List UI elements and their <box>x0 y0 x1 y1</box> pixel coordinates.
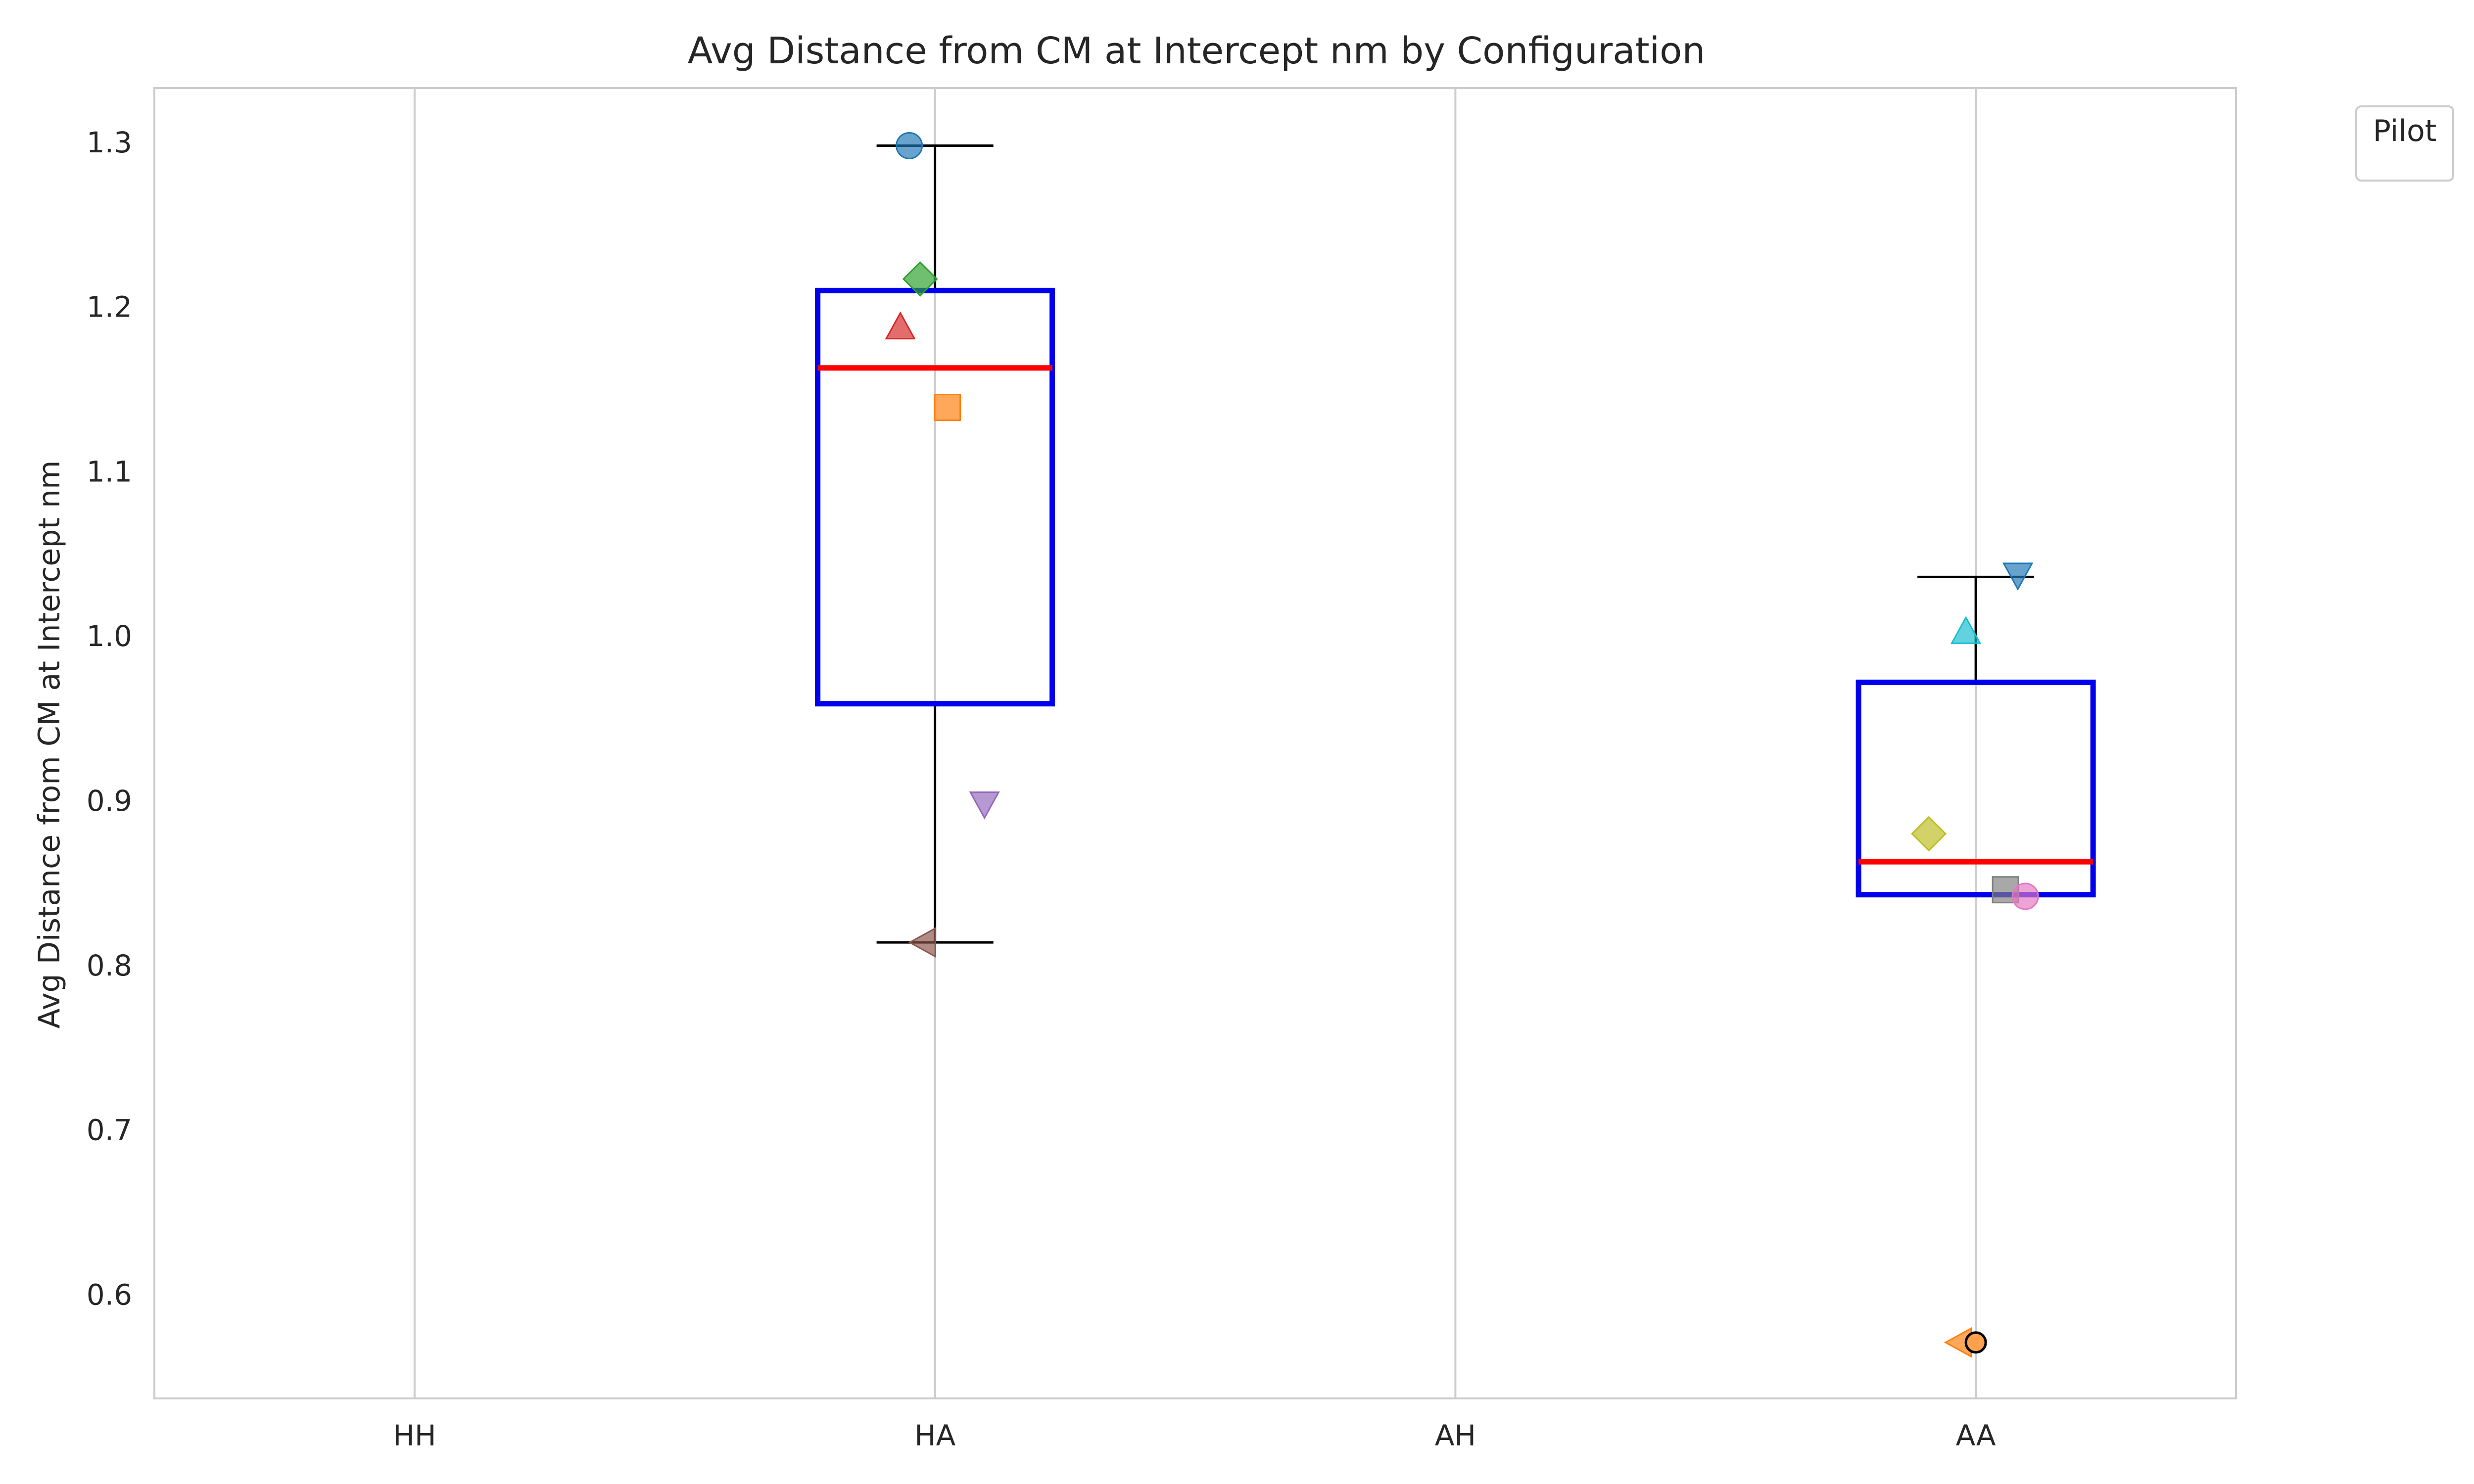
pilot-point <box>902 261 938 297</box>
grid-lines <box>413 88 1977 1398</box>
y-tick-label: 1.0 <box>87 619 132 653</box>
y-tick-label: 0.6 <box>87 1278 132 1311</box>
y-tick-labels: 0.6 0.7 0.8 0.9 1.0 1.1 1.2 1.3 <box>87 126 132 1312</box>
pilot-point <box>896 132 923 159</box>
x-tick-labels: HH HA AH AA <box>393 1419 1996 1452</box>
y-tick-label: 1.1 <box>87 455 132 488</box>
y-tick-label: 0.8 <box>87 949 132 982</box>
pilot-points <box>885 132 2039 1358</box>
y-axis-label: Avg Distance from CM at Intercept nm <box>32 461 67 1029</box>
pilot-point <box>969 791 1000 820</box>
pilot-point <box>2011 882 2039 910</box>
x-tick-label: AA <box>1956 1419 1996 1452</box>
y-tick-label: 0.7 <box>87 1113 132 1147</box>
legend[interactable]: Pilot <box>2355 105 2454 182</box>
x-tick-label: HH <box>393 1419 436 1452</box>
pilot-point <box>1911 816 1947 852</box>
iqr-box <box>1856 679 2096 898</box>
legend-title: Pilot <box>2373 114 2436 148</box>
x-tick-label: HA <box>914 1419 956 1452</box>
pilot-point <box>908 927 936 958</box>
box-ha <box>815 144 1055 944</box>
y-tick-label: 1.3 <box>87 126 132 159</box>
outlier-point <box>1964 1331 1987 1354</box>
box-series <box>815 144 2096 944</box>
pilot-point <box>1950 616 1982 644</box>
pilot-point <box>2002 562 2034 591</box>
chart-title: Avg Distance from CM at Intercept nm by … <box>688 30 1706 72</box>
x-tick-label: AH <box>1435 1419 1476 1452</box>
y-tick-label: 0.9 <box>87 784 132 818</box>
box-aa <box>1856 575 2096 898</box>
pilot-point <box>885 311 916 340</box>
legend-box <box>2355 105 2454 182</box>
plot-area-frame <box>153 87 2237 1399</box>
pilot-point <box>934 394 961 421</box>
iqr-box <box>815 287 1055 707</box>
y-tick-label: 1.2 <box>87 290 132 324</box>
